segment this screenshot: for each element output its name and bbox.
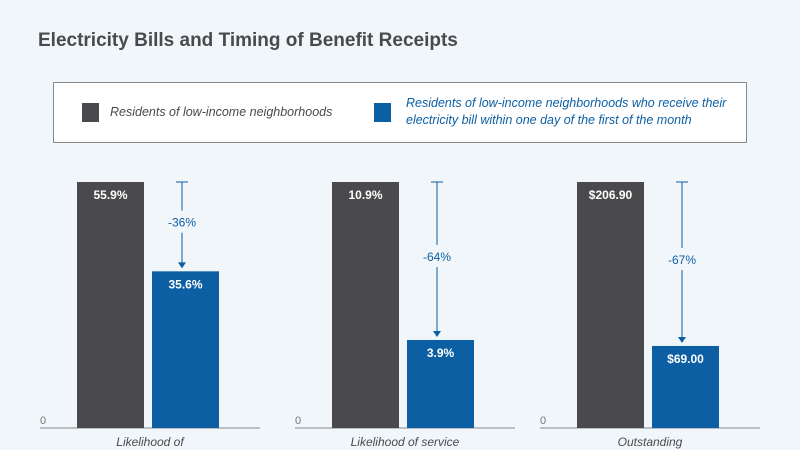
chart-title: Electricity Bills and Timing of Benefit … xyxy=(38,30,458,51)
bar xyxy=(652,345,719,428)
y-tick-label: 0 xyxy=(295,415,301,427)
data-label: 55.9% xyxy=(93,188,127,202)
legend-swatch-blue xyxy=(374,103,391,122)
data-label: $206.90 xyxy=(589,188,633,202)
y-tick-label: 0 xyxy=(540,415,546,427)
arrow-head xyxy=(678,336,686,343)
legend: Residents of low-income neighborhoods Re… xyxy=(53,82,747,143)
bar xyxy=(577,182,644,428)
change-label: -64% xyxy=(423,250,451,264)
change-label-bg xyxy=(164,210,200,233)
data-label: $69.00 xyxy=(667,352,704,366)
change-label: -67% xyxy=(668,253,696,267)
data-label: 3.9% xyxy=(427,346,455,360)
category-label: Outstanding xyxy=(618,435,683,449)
arrow-head xyxy=(433,330,441,337)
category-label: Likelihood of service xyxy=(351,435,460,449)
legend-label-2: Residents of low-income neighborhoods wh… xyxy=(406,96,727,127)
data-label: 10.9% xyxy=(348,188,382,202)
bar xyxy=(407,339,474,428)
arrow-head xyxy=(178,262,186,269)
change-label: -36% xyxy=(168,216,196,230)
legend-swatch-gray xyxy=(82,103,99,122)
y-tick-label: 0 xyxy=(40,415,46,427)
bar xyxy=(77,182,144,428)
change-label-bg xyxy=(419,244,455,267)
change-label-bg xyxy=(664,247,700,270)
category-label: Likelihood of xyxy=(116,435,185,449)
bar xyxy=(152,271,219,428)
data-label: 35.6% xyxy=(168,277,202,291)
legend-label-1: Residents of low-income neighborhoods xyxy=(110,105,333,119)
bar xyxy=(332,182,399,428)
